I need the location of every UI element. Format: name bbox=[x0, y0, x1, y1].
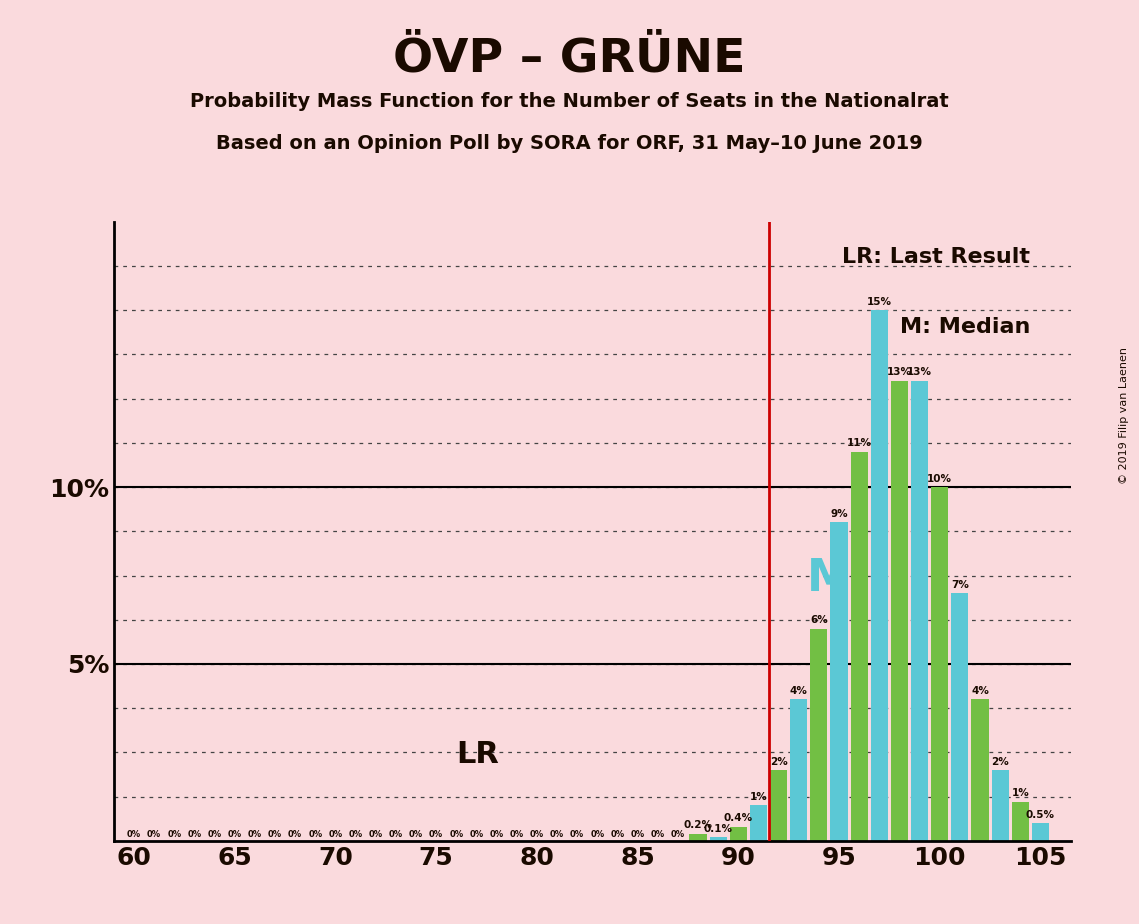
Text: 0%: 0% bbox=[490, 830, 503, 839]
Text: 15%: 15% bbox=[867, 297, 892, 307]
Text: 1%: 1% bbox=[1011, 788, 1030, 798]
Text: 1%: 1% bbox=[749, 792, 768, 802]
Text: M: Median: M: Median bbox=[900, 317, 1031, 337]
Text: 4%: 4% bbox=[972, 686, 989, 696]
Text: Based on an Opinion Poll by SORA for ORF, 31 May–10 June 2019: Based on an Opinion Poll by SORA for ORF… bbox=[216, 134, 923, 153]
Text: 0%: 0% bbox=[228, 830, 241, 839]
Text: © 2019 Filip van Laenen: © 2019 Filip van Laenen bbox=[1120, 347, 1129, 484]
Bar bbox=[891, 381, 908, 841]
Text: 0%: 0% bbox=[449, 830, 464, 839]
Text: 0%: 0% bbox=[349, 830, 362, 839]
Text: 0.4%: 0.4% bbox=[723, 813, 753, 823]
Text: 13%: 13% bbox=[887, 368, 912, 377]
Text: 0%: 0% bbox=[248, 830, 262, 839]
Text: 4%: 4% bbox=[789, 686, 808, 696]
Text: 0.2%: 0.2% bbox=[683, 821, 713, 831]
Text: 0%: 0% bbox=[309, 830, 322, 839]
Bar bbox=[972, 699, 989, 841]
Bar bbox=[689, 833, 706, 841]
Text: 0%: 0% bbox=[650, 830, 665, 839]
Bar bbox=[810, 628, 827, 841]
Bar bbox=[932, 487, 949, 841]
Text: 0%: 0% bbox=[126, 830, 141, 839]
Bar bbox=[730, 827, 747, 841]
Bar bbox=[992, 770, 1009, 841]
Text: 0%: 0% bbox=[590, 830, 605, 839]
Text: 2%: 2% bbox=[991, 757, 1009, 767]
Text: 0.5%: 0.5% bbox=[1026, 809, 1055, 820]
Text: M: M bbox=[806, 557, 851, 601]
Text: 9%: 9% bbox=[830, 509, 847, 519]
Text: 0%: 0% bbox=[268, 830, 282, 839]
Text: 0%: 0% bbox=[429, 830, 443, 839]
Text: 0%: 0% bbox=[388, 830, 403, 839]
Bar bbox=[1032, 823, 1049, 841]
Text: 0%: 0% bbox=[328, 830, 343, 839]
Text: 0.1%: 0.1% bbox=[704, 824, 732, 833]
Bar bbox=[870, 310, 888, 841]
Bar bbox=[749, 806, 767, 841]
Text: 0%: 0% bbox=[409, 830, 423, 839]
Text: Probability Mass Function for the Number of Seats in the Nationalrat: Probability Mass Function for the Number… bbox=[190, 92, 949, 112]
Text: 0%: 0% bbox=[550, 830, 564, 839]
Text: 0%: 0% bbox=[188, 830, 202, 839]
Bar bbox=[911, 381, 928, 841]
Text: 0%: 0% bbox=[147, 830, 162, 839]
Text: 0%: 0% bbox=[369, 830, 383, 839]
Text: 0%: 0% bbox=[571, 830, 584, 839]
Bar bbox=[951, 593, 968, 841]
Text: 2%: 2% bbox=[770, 757, 787, 767]
Text: 0%: 0% bbox=[671, 830, 685, 839]
Text: 13%: 13% bbox=[907, 368, 932, 377]
Text: 10%: 10% bbox=[927, 473, 952, 483]
Text: 0%: 0% bbox=[469, 830, 484, 839]
Text: 0%: 0% bbox=[288, 830, 302, 839]
Bar bbox=[710, 837, 727, 841]
Bar bbox=[1011, 802, 1029, 841]
Text: 0%: 0% bbox=[611, 830, 624, 839]
Text: 0%: 0% bbox=[530, 830, 544, 839]
Bar bbox=[830, 522, 847, 841]
Text: 6%: 6% bbox=[810, 615, 828, 625]
Text: ÖVP – GRÜNE: ÖVP – GRÜNE bbox=[393, 37, 746, 82]
Text: 7%: 7% bbox=[951, 579, 969, 590]
Bar bbox=[851, 452, 868, 841]
Bar bbox=[770, 770, 787, 841]
Text: 11%: 11% bbox=[846, 438, 871, 448]
Text: 0%: 0% bbox=[207, 830, 222, 839]
Bar bbox=[790, 699, 808, 841]
Text: 0%: 0% bbox=[509, 830, 524, 839]
Text: LR: LR bbox=[457, 740, 499, 769]
Text: LR: Last Result: LR: Last Result bbox=[843, 247, 1031, 266]
Text: 0%: 0% bbox=[167, 830, 181, 839]
Text: 0%: 0% bbox=[631, 830, 645, 839]
